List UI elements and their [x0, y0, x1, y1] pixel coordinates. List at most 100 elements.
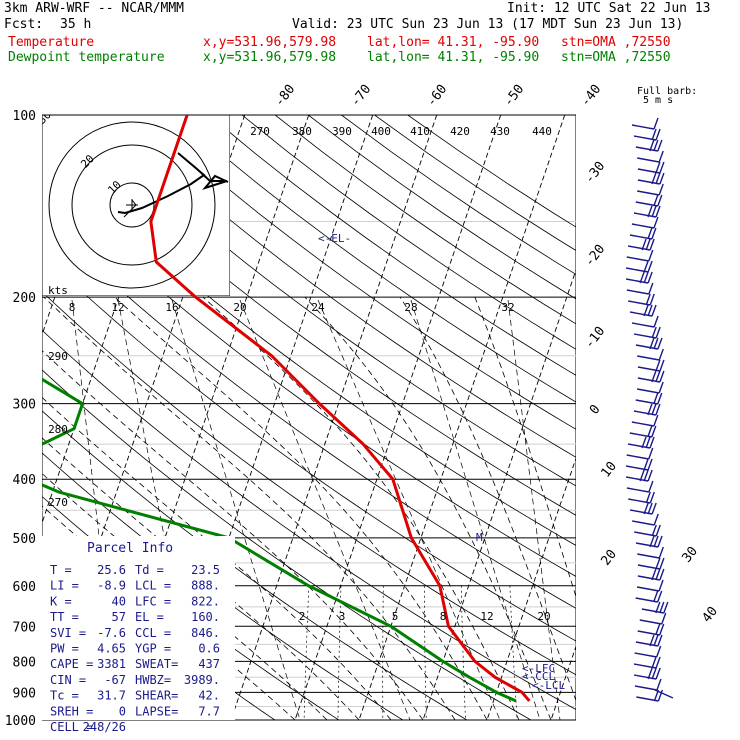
parcel-row-value-2: 42. [198, 689, 220, 703]
parcel-row-value-2: 437 [198, 657, 220, 671]
parcel-row-value: 248/26 [83, 720, 126, 734]
level-marker-label: <-EL- [318, 232, 351, 245]
hodograph-ring [109, 182, 155, 228]
wind-barb-flag [658, 546, 664, 559]
wind-barb-flag [657, 139, 663, 152]
wind-speed-label: 20 [233, 301, 246, 314]
parcel-row-value: 0 [119, 704, 126, 718]
parcel-row-label: SREH = [50, 704, 93, 718]
barb-legend-value: 5 m s [643, 95, 673, 106]
wind-barb-staff [632, 520, 655, 526]
wind-barb-flag [656, 678, 662, 691]
parcel-row-label: K = [50, 594, 72, 608]
wind-barb-staff [639, 619, 662, 625]
parcel-row-value-2: 7.7 [198, 704, 220, 718]
wind-barb-flag [651, 227, 657, 240]
parcel-row-value: 3381 [97, 657, 126, 671]
temperature-tick-label: -30 [582, 159, 608, 187]
wind-barb-flag [651, 403, 657, 416]
hodograph-ring [71, 144, 193, 266]
wind-barb-flag [657, 590, 663, 603]
hodograph-trace [117, 152, 229, 215]
wind-barb-flag [643, 458, 649, 471]
wind-barb-flag [651, 205, 657, 218]
dry-adiabat [142, 115, 576, 430]
parcel-row-value: -7.6 [97, 626, 126, 640]
parcel-row-value-2: 822. [191, 594, 220, 608]
wind-speed-line [507, 299, 561, 720]
pressure-tick-label: 1000 [5, 714, 36, 729]
theta-label: 290 [48, 350, 68, 363]
dry-adiabat [109, 115, 576, 458]
wind-barb-flag [657, 194, 663, 207]
wind-barb-flag [649, 535, 655, 548]
parcel-row-label: CAPE = [50, 657, 93, 671]
wind-barb-flag [643, 304, 649, 317]
wind-barb-flag [653, 139, 659, 152]
temperature-tick-label: 10 [599, 459, 620, 481]
wind-barb-flag [657, 689, 664, 702]
wind-barb-flag [643, 271, 649, 284]
temperature-tick-label: -40 [578, 82, 604, 110]
temperature-trace [149, 115, 531, 702]
temperature-xy: x,y=531.96,579.98 [203, 35, 337, 50]
wind-barb-flag [658, 348, 664, 361]
mixing-ratio-label: 2 [299, 610, 306, 623]
wind-barb-staff [637, 388, 660, 394]
moist-adiabat [304, 296, 552, 720]
wind-barb-staff [631, 421, 654, 427]
dewpoint-station: stn=OMA ,72550 [561, 50, 671, 65]
dry-adiabat [208, 115, 576, 376]
wind-barb-flag [659, 557, 665, 570]
temperature-tick-label: -50 [501, 82, 527, 110]
wind-barb-flag [659, 601, 665, 614]
wind-barb-flag [653, 216, 659, 229]
wind-barb-flag [653, 414, 659, 427]
parcel-row-value-2: 0.6 [198, 642, 220, 656]
dry-adiabat [42, 329, 576, 711]
moist-adiabat [42, 437, 360, 720]
moist-adiabat [42, 396, 392, 720]
wind-barb-flag [657, 535, 663, 548]
parcel-row-label-2: LCL = [135, 579, 171, 593]
wind-barb-flag [659, 172, 665, 185]
wind-barb-flag [651, 172, 657, 185]
wind-barb-flag [649, 634, 655, 647]
wind-speed-unit: kts [48, 284, 68, 297]
parcel-row-label: PW = [50, 642, 79, 656]
hodograph-ring-label: 30 [35, 108, 54, 127]
wind-speed-line [117, 299, 201, 720]
wind-barb-flag [653, 634, 659, 647]
wind-barb-flag [645, 436, 651, 449]
temperature-tick-label: -10 [582, 324, 608, 352]
wind-barb-flag [651, 370, 657, 383]
hodograph-ring [48, 121, 216, 289]
wind-speed-label: 28 [404, 301, 417, 314]
wind-barb-flag [655, 359, 661, 372]
level-marker-label: <-LFC [522, 662, 555, 675]
pressure-tick-label: 900 [13, 686, 36, 701]
temperature-tick-label: 20 [599, 547, 620, 569]
model-title: 3km ARW-WRF -- NCAR/MMM [4, 1, 185, 16]
pressure-tick-label: 200 [13, 291, 36, 306]
wind-barb-flag [647, 469, 653, 482]
isotherm [615, 115, 740, 720]
parcel-row-value: 25.6 [97, 563, 126, 577]
wind-barb-flag [651, 667, 657, 680]
dry-adiabat [175, 115, 576, 403]
temperature-tick-label: -80 [272, 82, 298, 110]
level-marker-label: <-LCL [532, 679, 565, 692]
moist-adiabat [42, 350, 424, 720]
wind-barb-staff [636, 586, 660, 592]
theta-e-label: 430 [490, 125, 510, 138]
wind-barb-flag [655, 403, 661, 416]
wind-barb-flag [657, 634, 663, 647]
wind-barb-flag [663, 601, 669, 614]
wind-barb-flag [655, 172, 661, 185]
isotherm [358, 115, 566, 720]
temperature-tick-label: 0 [587, 402, 604, 417]
wind-barb-flag [647, 227, 653, 240]
parcel-row-label: CELL = [50, 720, 93, 734]
